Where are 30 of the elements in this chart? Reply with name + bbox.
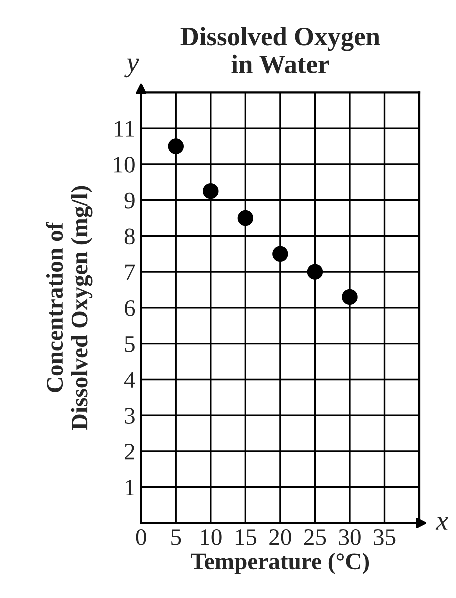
y-tick-label: 9 xyxy=(124,192,135,209)
x-tick-label: 30 xyxy=(339,529,361,546)
x-tick-label: 25 xyxy=(304,530,326,546)
x-tick-label: 20 xyxy=(270,529,292,546)
y-tick-label: 11 xyxy=(115,121,134,137)
y-tick-label: 1 xyxy=(126,480,134,496)
text: x xyxy=(436,517,448,530)
x-tick-label: 15 xyxy=(236,530,257,546)
text: y xyxy=(124,58,140,78)
y-tick-label: 4 xyxy=(124,372,136,388)
point xyxy=(272,246,288,262)
chart-title: Dissolved Oxygen in Water xyxy=(180,27,380,74)
y-tick-label: 10 xyxy=(114,156,135,173)
point xyxy=(168,138,184,154)
point xyxy=(307,264,324,280)
x-tick-label: 5 xyxy=(172,530,182,546)
y-tick-label: 3 xyxy=(125,408,135,424)
x-tick-label: 35 xyxy=(374,530,396,546)
y-axis-title: Concentration of Dissolved Oxygen (mg/l) xyxy=(46,186,93,430)
y-tick-label: 7 xyxy=(126,264,136,280)
point xyxy=(238,210,254,226)
x-tick-label: 10 xyxy=(201,529,222,546)
y-tick-label: 8 xyxy=(124,228,135,245)
point xyxy=(203,183,219,200)
x-tick-label: 0 xyxy=(136,529,146,546)
y-tick-label: 2 xyxy=(125,444,134,460)
x-axis-title: Temperature (°C) xyxy=(191,552,370,574)
y-tick-label: 5 xyxy=(125,336,135,352)
point xyxy=(342,289,358,306)
y-tick-label: 6 xyxy=(125,300,136,316)
